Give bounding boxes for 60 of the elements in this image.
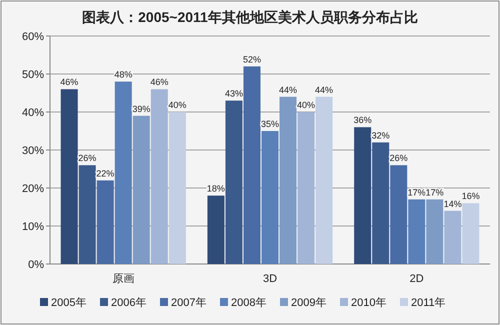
data-label: 17% — [408, 187, 426, 198]
data-label: 16% — [462, 191, 480, 202]
bar — [390, 165, 408, 264]
data-label: 48% — [114, 70, 132, 80]
data-label: 18% — [206, 184, 225, 194]
data-label: 26% — [78, 153, 96, 164]
bar — [462, 203, 480, 264]
bar — [316, 96, 333, 264]
legend-label: 2006年 — [111, 297, 146, 309]
bar — [372, 142, 390, 264]
data-label: 36% — [354, 115, 372, 126]
legend-label: 2010年 — [351, 297, 386, 309]
chart-title: 图表八：2005~2011年其他地区美术人员职务分布占比 — [82, 9, 418, 25]
x-tick-label: 3D — [262, 273, 278, 285]
y-tick-label: 20% — [22, 183, 44, 195]
bar — [261, 131, 279, 264]
data-label: 44% — [315, 84, 334, 95]
data-label: 46% — [150, 77, 168, 88]
data-label: 22% — [96, 168, 114, 178]
data-label: 43% — [224, 88, 243, 99]
bar — [78, 165, 96, 264]
bar — [354, 127, 372, 264]
bar — [60, 89, 78, 264]
legend-label: 2008年 — [231, 297, 266, 309]
bar — [150, 89, 168, 264]
data-label: 40% — [297, 100, 316, 110]
data-label: 17% — [426, 187, 444, 198]
bar — [408, 199, 426, 264]
legend-label: 2011年 — [411, 297, 446, 309]
legend-label: 2007年 — [171, 297, 206, 309]
y-tick-label: 60% — [22, 31, 44, 43]
bar — [225, 100, 242, 264]
bar — [280, 96, 297, 264]
bar — [298, 112, 315, 264]
y-tick-label: 30% — [22, 145, 44, 157]
x-tick-label: 2D — [410, 273, 424, 285]
data-label: 14% — [444, 198, 462, 209]
bar — [207, 196, 224, 264]
data-label: 46% — [60, 77, 78, 88]
x-tick-label: 原画 — [112, 273, 134, 285]
bar — [96, 180, 114, 264]
data-label: 39% — [132, 104, 150, 114]
bar — [114, 82, 132, 264]
legend-label: 2005年 — [51, 297, 86, 309]
data-label: 35% — [260, 119, 280, 129]
bar — [426, 199, 444, 264]
bar — [243, 66, 260, 264]
y-tick-label: 10% — [22, 221, 44, 233]
bar — [132, 116, 150, 264]
y-tick-label: 50% — [22, 69, 44, 81]
y-tick-label: 0% — [28, 259, 44, 271]
bar — [168, 112, 186, 264]
data-label: 32% — [372, 130, 390, 140]
bar — [444, 210, 462, 264]
legend-label: 2009年 — [291, 297, 326, 309]
y-tick-label: 40% — [22, 107, 44, 119]
data-label: 52% — [242, 54, 261, 64]
data-label: 26% — [390, 153, 408, 164]
data-label: 44% — [279, 84, 298, 95]
data-label: 40% — [168, 100, 186, 110]
